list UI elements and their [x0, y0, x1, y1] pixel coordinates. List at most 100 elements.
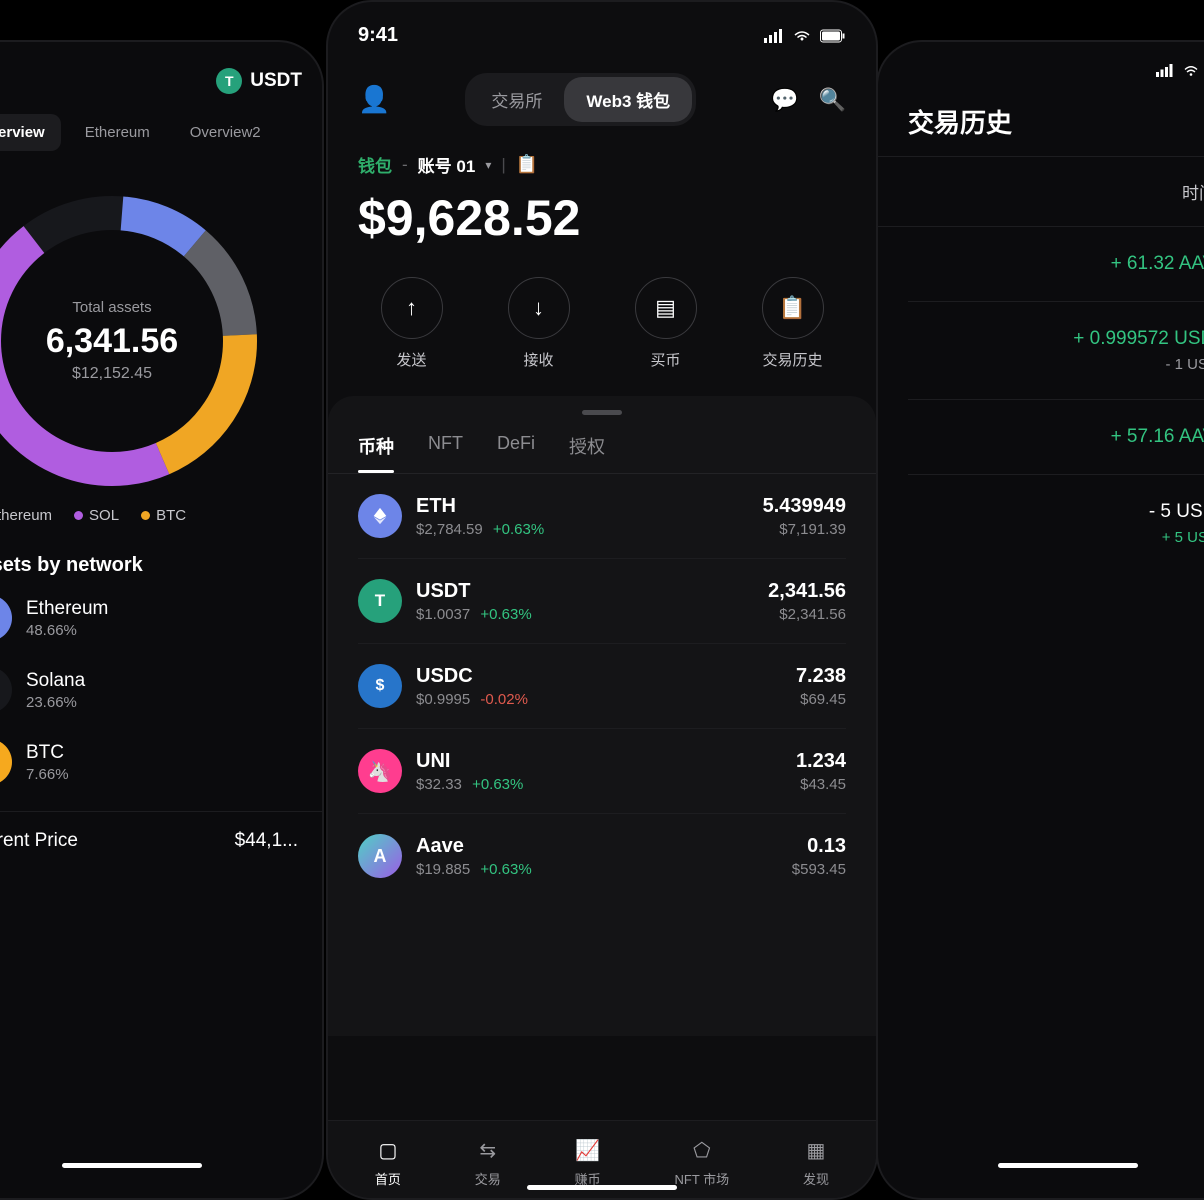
time-filter-dropdown[interactable]: 时间 ▾	[1182, 179, 1204, 204]
current-price-value: $44,1...	[235, 830, 298, 852]
tab-ethereum[interactable]: Ethereum	[69, 114, 166, 151]
coin-change-aave: +0.63%	[480, 861, 531, 878]
send-action[interactable]: ↑ 发送	[381, 277, 443, 370]
coin-change-usdt: +0.63%	[480, 606, 531, 623]
asset-list-sheet: 币种 NFT DeFi 授权 ETH $2,784.59	[328, 396, 876, 1036]
buy-crypto-action[interactable]: ▤ 买币	[635, 277, 697, 370]
coin-name-usdc: USDC	[416, 665, 528, 688]
current-price-row: Current Price $44,1...	[0, 811, 322, 870]
network-row-solana[interactable]: Solana 23.66%	[0, 667, 298, 713]
nav-home-label: 首页	[375, 1169, 401, 1188]
left-header: ‹ T USDT	[0, 42, 322, 94]
toggle-web3-wallet[interactable]: Web3 钱包	[564, 77, 692, 122]
coin-row-eth[interactable]: ETH $2,784.59 +0.63% 5.439949 $7,191.39	[358, 474, 846, 559]
coin-price-aave: $19.885	[416, 861, 470, 878]
mid-status-bar: 9:41	[328, 2, 876, 47]
tab-defi[interactable]: DeFi	[497, 433, 535, 473]
network-row-ethereum[interactable]: Ethereum 48.66%	[0, 595, 298, 641]
exchange-wallet-toggle: 交易所 Web3 钱包	[465, 73, 696, 126]
donut-legend: Ethereum SOL BTC	[0, 507, 322, 524]
left-tabs: Overview Ethereum Overview2	[0, 94, 322, 151]
current-price-label: Current Price	[0, 830, 78, 852]
wifi-icon	[1182, 64, 1200, 77]
signal-icon	[1156, 64, 1174, 77]
coin-row-usdc[interactable]: $ USDC $0.9995 -0.02% 7.238 $69.45	[358, 644, 846, 729]
coin-amount-eth: 5.439949	[763, 495, 846, 518]
coin-amount-usdc: 7.238	[796, 665, 846, 688]
home-indicator[interactable]	[527, 1185, 677, 1190]
battery-icon	[820, 29, 846, 43]
nav-discover[interactable]: ▦ 发现	[803, 1137, 829, 1188]
wallet-account-selector[interactable]: 钱包 - 账号 01 ▾ | 📋	[328, 126, 876, 177]
home-icon: ▢	[375, 1137, 401, 1163]
coin-amount-aave: 0.13	[792, 835, 846, 858]
mid-topbar: 👤 交易所 Web3 钱包 💬 🔍	[328, 47, 876, 126]
nav-trade-label: 交易	[475, 1169, 501, 1188]
transaction-row-4[interactable]: - 5 USDT + 5 USDT	[908, 475, 1204, 572]
account-icon[interactable]: 👤	[358, 84, 390, 115]
coin-row-aave[interactable]: A Aave $19.885 +0.63% 0.13 $593.45	[358, 814, 846, 898]
coin-change-eth: +0.63%	[493, 521, 544, 538]
coin-usd-usdc: $69.45	[796, 691, 846, 708]
transaction-history-action[interactable]: 📋 交易历史	[762, 277, 824, 370]
nav-earn[interactable]: 📈 赚币	[575, 1137, 601, 1188]
receive-action[interactable]: ↓ 接收	[508, 277, 570, 370]
coin-row-uni[interactable]: 🦄 UNI $32.33 +0.63% 1.234 $43.45	[358, 729, 846, 814]
aave-icon: A	[358, 834, 402, 878]
toggle-exchange[interactable]: 交易所	[469, 77, 564, 122]
tab-coins[interactable]: 币种	[358, 433, 394, 473]
arrow-up-icon[interactable]: ↑	[381, 277, 443, 339]
document-icon[interactable]: 📋	[762, 277, 824, 339]
wallet-label: 钱包	[358, 152, 392, 177]
transaction-history-label: 交易历史	[762, 349, 822, 370]
right-status-bar	[878, 42, 1204, 77]
ethereum-percent: 48.66%	[26, 622, 108, 639]
usdc-icon: $	[358, 664, 402, 708]
tab-nft[interactable]: NFT	[428, 433, 463, 473]
search-icon[interactable]: 🔍	[819, 87, 846, 113]
arrow-down-icon[interactable]: ↓	[508, 277, 570, 339]
tx4-amount: - 5 USDT	[908, 501, 1204, 523]
chat-icon[interactable]: 💬	[771, 87, 798, 113]
usdt-icon: T	[216, 68, 242, 94]
solana-label: Solana	[26, 670, 85, 692]
home-indicator[interactable]	[62, 1163, 202, 1168]
tab-authorization[interactable]: 授权	[569, 433, 605, 473]
eth-icon	[358, 494, 402, 538]
solana-icon	[0, 667, 12, 713]
coin-price-uni: $32.33	[416, 776, 462, 793]
transaction-row-3[interactable]: + 57.16 AAVE	[908, 400, 1204, 475]
assets-by-network-section: Assets by network Ethereum 48.66%	[0, 524, 322, 785]
total-assets-label: Total assets	[12, 299, 212, 316]
usdt-icon: T	[358, 579, 402, 623]
card-icon[interactable]: ▤	[635, 277, 697, 339]
tab-overview[interactable]: Overview	[0, 114, 61, 151]
wallet-balance: $9,628.52	[328, 177, 876, 247]
wifi-icon	[792, 29, 812, 43]
coin-amount-uni: 1.234	[796, 750, 846, 773]
copy-icon[interactable]: 📋	[516, 154, 538, 175]
coin-name-usdt: USDT	[416, 580, 532, 603]
nav-nft-market[interactable]: ⬠ NFT 市场	[675, 1137, 730, 1188]
coin-row-usdt[interactable]: T USDT $1.0037 +0.63% 2,341.56 $2,341.5	[358, 559, 846, 644]
tab-overview2[interactable]: Overview2	[174, 114, 277, 151]
tx2-amount: + 0.999572 USDC	[908, 328, 1204, 350]
home-indicator[interactable]	[998, 1163, 1138, 1168]
nav-trade[interactable]: ⇆ 交易	[475, 1137, 501, 1188]
transaction-row-1[interactable]: + 61.32 AAVE	[908, 227, 1204, 302]
token-name-label: USDT	[250, 70, 302, 92]
left-phone-mockup: ‹ T USDT Overview Ethereum Overview2 Tot…	[0, 40, 324, 1200]
trade-icon: ⇆	[475, 1137, 501, 1163]
account-label: 账号 01	[418, 152, 476, 177]
earn-icon: 📈	[575, 1137, 601, 1163]
coin-name-uni: UNI	[416, 750, 523, 773]
uni-icon: 🦄	[358, 749, 402, 793]
transaction-row-2[interactable]: + 0.999572 USDC - 1 USDT	[908, 302, 1204, 400]
sheet-drag-handle[interactable]	[582, 410, 622, 415]
status-time: 9:41	[358, 24, 398, 47]
coin-name-aave: Aave	[416, 835, 532, 858]
nav-home[interactable]: ▢ 首页	[375, 1137, 401, 1188]
signal-icon	[764, 29, 784, 43]
network-row-btc[interactable]: B BTC 7.66%	[0, 739, 298, 785]
coin-usd-eth: $7,191.39	[763, 521, 846, 538]
